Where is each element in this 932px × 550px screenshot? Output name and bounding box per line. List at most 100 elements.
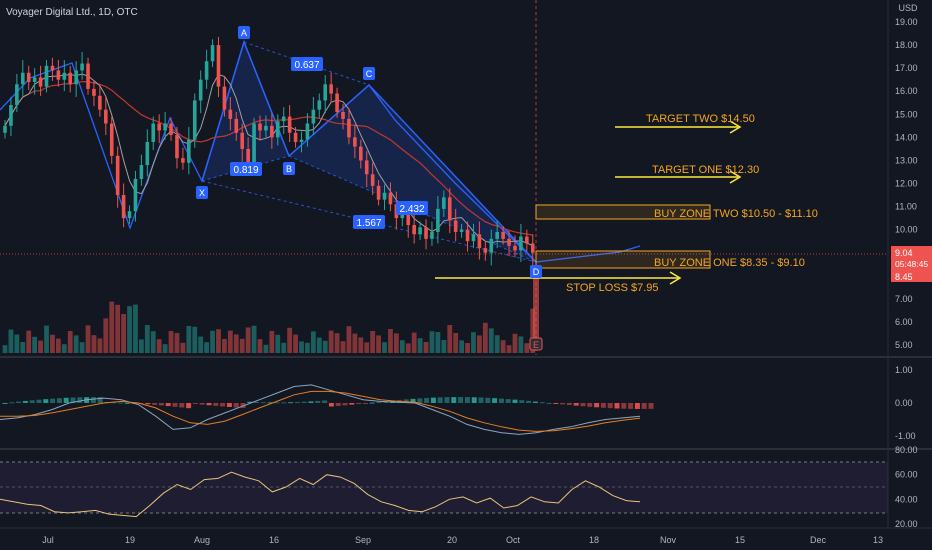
- macd-histogram-bar: [16, 401, 22, 403]
- target-one-arrow[interactable]: [615, 170, 742, 184]
- target-one-label: TARGET ONE $12.30: [652, 164, 759, 176]
- macd-histogram-bar: [179, 403, 185, 408]
- volume-bar: [411, 332, 417, 353]
- candle: [335, 87, 339, 118]
- pattern-fill-bcd: [289, 85, 536, 262]
- macd-histogram-bar: [322, 400, 328, 403]
- volume-bars: [2, 301, 536, 353]
- volume-bar: [162, 344, 168, 353]
- macd-histogram-bar: [158, 403, 164, 406]
- volume-bar: [127, 306, 132, 353]
- rsi-axis[interactable]: 80.00 60.00 40.00 20.00: [895, 445, 918, 529]
- macd-histogram-bar: [526, 400, 532, 403]
- candle: [145, 129, 150, 177]
- volume-bar: [287, 327, 293, 353]
- macd-histogram-bar: [430, 397, 436, 403]
- macd-histogram-bar: [267, 402, 273, 404]
- volume-bar: [150, 331, 156, 353]
- svg-text:05:48:45: 05:48:45: [895, 259, 928, 269]
- candle: [3, 120, 7, 139]
- symbol-title: Voyager Digital Ltd., 1D, OTC: [6, 7, 138, 18]
- stop-loss-arrow[interactable]: [435, 271, 682, 285]
- point-b-label[interactable]: B: [283, 162, 295, 175]
- volume-bar: [388, 329, 393, 353]
- macd-histogram-bar: [220, 403, 226, 407]
- macd-histogram-bar: [600, 403, 606, 408]
- volume-bar: [14, 334, 20, 353]
- macd-histogram-bar: [260, 402, 266, 404]
- candle: [32, 68, 37, 95]
- svg-text:B: B: [286, 164, 292, 174]
- volume-bar: [518, 336, 524, 353]
- volume-bar: [115, 304, 121, 353]
- volume-bar: [204, 342, 210, 353]
- time-tick-label: Dec: [810, 535, 827, 545]
- candle: [181, 147, 185, 170]
- buy-zone-one-box[interactable]: [535, 250, 711, 269]
- volume-bar: [340, 341, 346, 353]
- point-d-label[interactable]: D: [530, 265, 542, 278]
- volume-bar: [245, 327, 251, 353]
- volume-bar: [251, 325, 257, 353]
- buy-zone-two-box[interactable]: [535, 204, 711, 220]
- macd-histogram-bar: [376, 401, 382, 403]
- candle: [169, 117, 173, 141]
- macd-histogram-bar: [532, 401, 538, 403]
- macd-histogram-bar: [628, 403, 634, 409]
- candle: [519, 223, 523, 262]
- price-tick-label: 15.00: [895, 109, 918, 119]
- macd-histogram-bar: [186, 403, 192, 409]
- macd-histogram-bar: [226, 403, 232, 408]
- macd-histogram-bar: [349, 403, 355, 405]
- candle: [92, 80, 96, 107]
- candle: [299, 131, 304, 153]
- candle: [228, 96, 233, 131]
- volume-bar: [358, 337, 364, 353]
- svg-text:X: X: [199, 188, 205, 198]
- time-axis[interactable]: Jul 19 Aug 16 Sep 20 Oct 18 Nov 15 Dec 13: [42, 535, 883, 545]
- candle: [447, 188, 452, 234]
- candle: [412, 213, 416, 244]
- macd-histogram-bar: [512, 399, 518, 403]
- candle: [121, 183, 126, 228]
- candle: [359, 139, 363, 169]
- candle: [471, 223, 476, 249]
- point-x-label[interactable]: X: [196, 186, 208, 199]
- volume-bar: [85, 325, 91, 353]
- candle: [20, 60, 25, 96]
- event-marker[interactable]: E: [529, 337, 543, 351]
- price-axis[interactable]: 19.00 18.00 17.00 16.00 15.00 14.00 13.00 12.00…: [895, 17, 918, 350]
- macd-histogram-bar: [505, 399, 511, 403]
- candle: [430, 221, 434, 246]
- macd-histogram-bar: [573, 403, 579, 406]
- candle: [56, 60, 61, 87]
- volume-bar: [103, 318, 109, 353]
- macd-axis[interactable]: 1.00 0.00 -1.00: [895, 365, 916, 441]
- volume-bar: [506, 345, 512, 353]
- volume-bar: [38, 340, 43, 353]
- candle: [459, 223, 464, 238]
- candle: [86, 57, 90, 95]
- volume-bar: [500, 340, 506, 353]
- candle: [98, 85, 102, 117]
- svg-text:0.819: 0.819: [233, 165, 258, 176]
- volume-bar: [293, 334, 298, 353]
- rsi-pane[interactable]: [0, 451, 888, 528]
- macd-histogram-bar: [29, 400, 35, 403]
- volume-bar: [156, 339, 162, 353]
- macd-histogram-bar: [587, 403, 593, 407]
- macd-histogram-bar: [362, 403, 368, 404]
- candle: [370, 162, 375, 196]
- macd-indicator: [0, 384, 654, 435]
- macd-histogram-bar: [43, 399, 49, 403]
- point-c-label[interactable]: C: [363, 67, 375, 80]
- volume-bar: [364, 342, 370, 353]
- target-two-arrow[interactable]: [615, 120, 742, 134]
- last-price-badge: 9.04 05:48:45: [891, 246, 932, 270]
- macd-histogram-bar: [485, 397, 491, 403]
- svg-text:0.637: 0.637: [294, 60, 319, 71]
- svg-text:E: E: [533, 340, 539, 350]
- point-a-label[interactable]: A: [238, 26, 250, 39]
